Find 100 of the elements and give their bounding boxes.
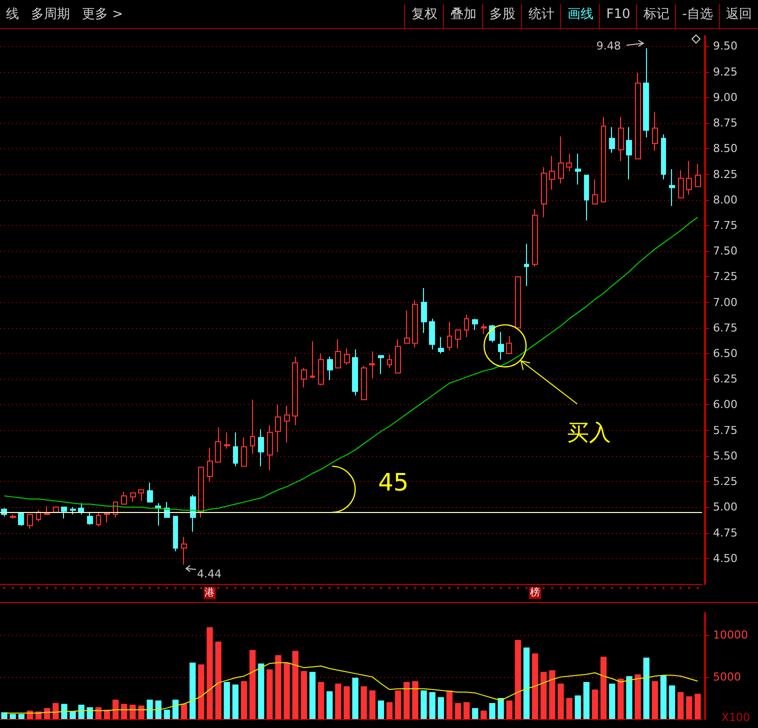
text: 返回	[719, 4, 758, 28]
candlestick	[481, 323, 487, 335]
candlestick	[472, 318, 478, 330]
text: 标记	[636, 4, 676, 28]
y-tick-label: 6.00	[713, 398, 738, 412]
candlestick	[532, 208, 538, 267]
y-tick-label: 8.50	[713, 142, 738, 156]
candlestick	[447, 321, 452, 351]
annotation: 9.48	[596, 39, 621, 52]
candlestick	[652, 111, 658, 152]
candlestick	[96, 512, 101, 528]
bar	[489, 703, 496, 719]
bar	[232, 684, 239, 719]
candlestick	[618, 116, 624, 162]
candlestick	[344, 348, 350, 366]
bar	[224, 682, 230, 719]
bar	[678, 692, 684, 719]
candlestick	[369, 350, 375, 379]
bar	[292, 650, 298, 719]
bar	[352, 678, 358, 719]
candlestick	[310, 340, 315, 379]
candlestick	[643, 48, 649, 138]
bar	[446, 690, 453, 719]
bar	[258, 663, 264, 719]
y-tick-label: 6.50	[713, 347, 738, 360]
candlestick	[258, 428, 264, 467]
y-tick-label: 5.00	[713, 500, 738, 514]
candlestick	[575, 153, 581, 186]
bar	[668, 685, 676, 719]
candlestick	[318, 353, 324, 386]
candlestick	[592, 178, 598, 204]
candlestick	[566, 153, 572, 172]
bar	[472, 708, 478, 719]
candlestick	[36, 510, 41, 522]
candlestick	[361, 365, 367, 400]
y-tick-label: 9.25	[713, 65, 738, 78]
text: 统计	[521, 4, 560, 28]
candlestick	[421, 287, 427, 334]
bar	[146, 700, 153, 719]
annotation: 4.44	[197, 568, 222, 581]
candlestick	[335, 338, 341, 368]
candlestick	[224, 432, 230, 450]
candlestick	[18, 512, 24, 526]
bar	[61, 704, 68, 719]
bar	[52, 703, 59, 719]
bar	[652, 681, 658, 719]
bar	[369, 690, 376, 719]
y-tick-label: 5.25	[713, 475, 738, 488]
candlestick	[524, 243, 529, 286]
bar	[164, 710, 170, 719]
x-tick-label: 榜	[530, 586, 540, 598]
candlestick	[284, 405, 290, 444]
candlestick	[686, 160, 692, 196]
bar	[300, 671, 307, 719]
candlestick	[215, 426, 221, 463]
bar	[420, 690, 427, 719]
bar	[275, 655, 282, 719]
candlestick	[558, 136, 564, 184]
bar	[10, 714, 16, 719]
annotation: 45	[378, 468, 409, 496]
candlestick	[147, 482, 153, 503]
bar	[514, 640, 522, 719]
bar	[540, 672, 547, 719]
bar	[284, 662, 290, 719]
candlestick	[327, 356, 333, 381]
candlestick	[301, 367, 307, 388]
bar	[626, 676, 632, 719]
bar	[335, 684, 342, 719]
bar	[215, 642, 222, 719]
bar	[112, 700, 119, 719]
bar	[266, 669, 273, 719]
bar	[309, 672, 316, 719]
bar	[463, 702, 470, 719]
candlestick	[181, 536, 187, 566]
candlestick	[404, 310, 410, 344]
candlestick	[87, 512, 93, 526]
y-tick-label: 5.75	[713, 424, 738, 437]
candlestick	[601, 116, 606, 202]
y-tick-label: 7.25	[713, 270, 738, 284]
y-tick-label: 6.25	[713, 372, 738, 386]
bar	[498, 698, 504, 719]
bar	[360, 686, 367, 719]
candlestick	[104, 512, 110, 524]
candlestick	[378, 355, 384, 375]
candlestick	[695, 164, 701, 188]
candlestick	[455, 329, 461, 349]
bar	[386, 702, 393, 719]
candlestick	[541, 166, 547, 218]
bar	[480, 710, 487, 719]
candlestick	[515, 276, 521, 328]
bar	[78, 704, 84, 719]
candlestick	[626, 126, 632, 180]
bar	[138, 706, 144, 719]
text: 多周期	[30, 6, 71, 24]
bar	[609, 684, 616, 719]
line-series	[4, 216, 698, 512]
text: 多股	[482, 4, 522, 28]
candlestick	[464, 314, 469, 338]
y-tick-label: 9.00	[713, 90, 738, 104]
y-tick-label: 5000	[713, 670, 741, 684]
